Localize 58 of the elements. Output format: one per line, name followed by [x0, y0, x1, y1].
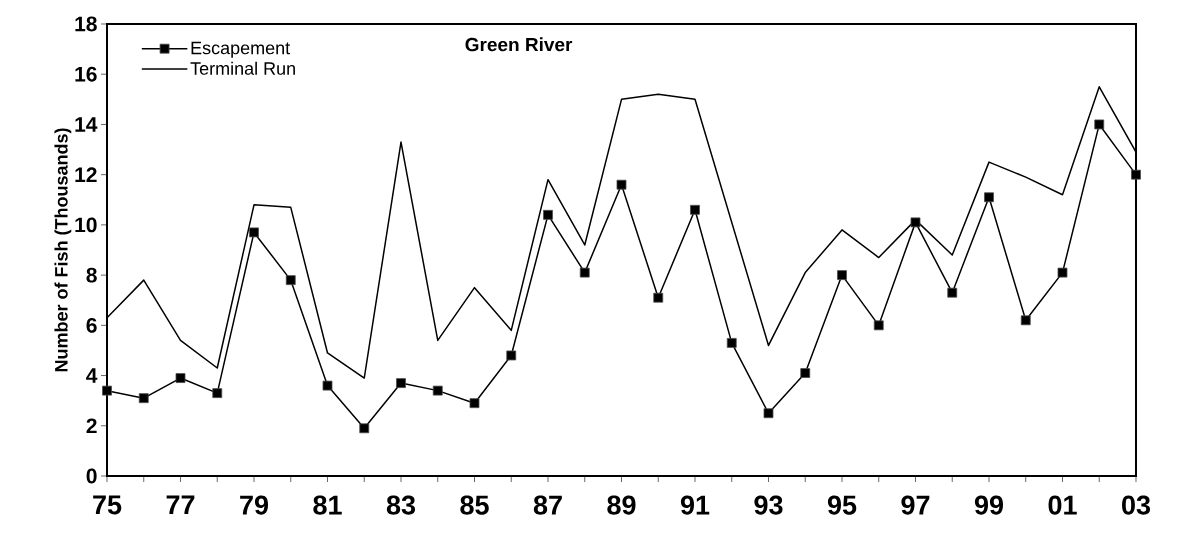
- x-tick-label: 81: [313, 495, 342, 515]
- point: [1020, 315, 1031, 326]
- point: [579, 267, 590, 278]
- x-tick-label: 91: [680, 495, 710, 515]
- x-tick-label: 97: [901, 495, 930, 515]
- point: [285, 275, 296, 286]
- point: [249, 227, 259, 238]
- point: [469, 398, 480, 409]
- point: [543, 209, 553, 220]
- x-tick-label: 89: [607, 495, 636, 515]
- y-tick-label: 10: [75, 217, 97, 233]
- y-tick-label: 8: [86, 267, 97, 283]
- y-tick-label: 16: [75, 66, 97, 82]
- point: [690, 204, 700, 215]
- x-tick-label: 95: [827, 495, 857, 515]
- y-tick-label: 14: [75, 117, 98, 132]
- x-tick-label: 99: [974, 495, 1004, 515]
- point: [1094, 119, 1105, 130]
- point: [102, 385, 112, 396]
- legend-label: Escapement: [191, 41, 291, 58]
- y-tick-label: 6: [86, 317, 97, 333]
- x-tick-label: 87: [533, 495, 562, 515]
- x-tick-label: 03: [1122, 495, 1151, 515]
- y-tick-label: 18: [75, 16, 97, 32]
- point: [726, 338, 737, 348]
- y-tick-label: 2: [86, 418, 97, 434]
- y-tick-label: 0: [86, 468, 97, 484]
- point: [837, 270, 847, 281]
- point: [359, 423, 370, 434]
- point: [873, 320, 884, 331]
- point: [1131, 169, 1141, 180]
- point: [175, 373, 186, 383]
- point: [984, 192, 994, 203]
- point: [506, 350, 517, 361]
- point: [910, 217, 921, 228]
- point: [616, 179, 627, 190]
- legend-label: Terminal Run: [190, 61, 295, 75]
- point: [947, 287, 958, 298]
- point: [432, 385, 443, 396]
- x-tick-label: 01: [1048, 495, 1077, 515]
- text: Green River: [465, 37, 573, 52]
- point: [138, 393, 149, 404]
- point: [212, 388, 223, 399]
- point: [322, 380, 333, 391]
- x-tick-label: 77: [166, 495, 195, 515]
- point: [396, 378, 406, 388]
- x-tick-label: 79: [240, 495, 269, 515]
- x-tick-label: 75: [93, 495, 122, 515]
- point: [800, 368, 811, 378]
- point: [1057, 267, 1068, 278]
- y-axis-title: Number of Fish (Thousands): [54, 128, 72, 372]
- x-tick-label: 93: [754, 495, 783, 515]
- x-tick-label: 85: [460, 495, 489, 515]
- point: [653, 292, 664, 303]
- x-tick-label: 83: [386, 495, 416, 515]
- point: [763, 408, 774, 419]
- y-tick-label: 4: [86, 368, 98, 383]
- y-tick-label: 12: [75, 167, 97, 182]
